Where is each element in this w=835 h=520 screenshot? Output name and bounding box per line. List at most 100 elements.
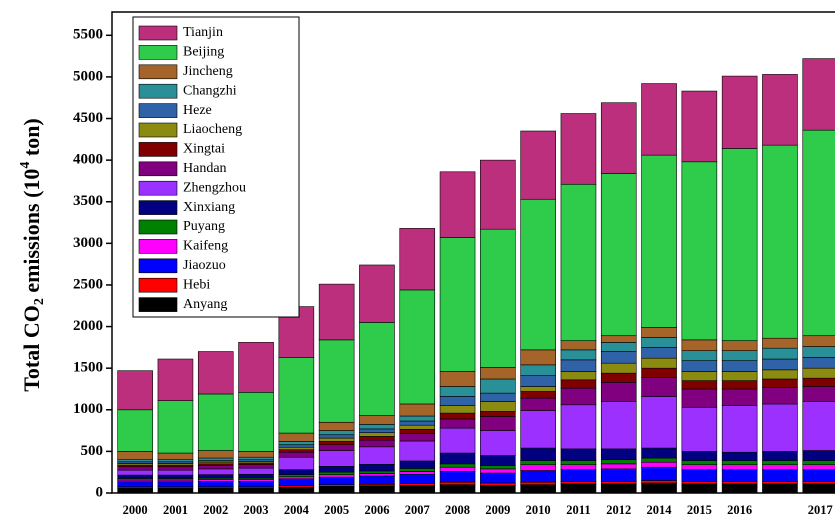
bar-segment <box>762 369 798 380</box>
bar-segment <box>520 410 556 449</box>
bar-segment <box>681 339 718 351</box>
y-tick-label: 4000 <box>73 152 103 168</box>
bar-segment <box>359 463 395 472</box>
bar-segment <box>681 483 718 494</box>
bar-segment <box>600 448 637 461</box>
bar-segment <box>480 416 516 431</box>
bar-segment <box>681 469 718 482</box>
bar-segment <box>157 358 194 401</box>
bar-segment <box>520 481 556 485</box>
legend-label: Hebi <box>183 277 210 292</box>
x-tick-label: 2016 <box>727 503 752 517</box>
x-tick-label: 2005 <box>324 503 349 517</box>
bar-segment <box>721 75 758 149</box>
bar-segment <box>681 464 718 470</box>
bar-segment <box>480 392 516 402</box>
bar-segment <box>117 459 153 463</box>
legend-swatch <box>138 219 178 235</box>
bar-segment <box>318 466 355 473</box>
bar-segment <box>600 173 637 337</box>
bar-segment <box>399 473 436 484</box>
legend-swatch <box>138 297 178 312</box>
bar-segment <box>480 159 516 230</box>
y-tick-label: 0 <box>96 484 104 500</box>
bar-segment <box>278 456 315 470</box>
bar-segment <box>681 371 718 381</box>
bar-segment <box>721 483 758 494</box>
y-tick-label: 3500 <box>73 193 103 209</box>
bar-segment <box>318 486 355 494</box>
x-tick-label: 2009 <box>485 503 510 517</box>
bar-segment <box>802 460 835 466</box>
bar-segment <box>197 481 234 488</box>
bar-segment <box>600 342 637 352</box>
bar-segment <box>802 401 835 451</box>
bar-segment <box>641 466 677 481</box>
y-title-part: emissions (10 <box>19 169 44 299</box>
bar-segment <box>600 401 637 450</box>
x-tick-label: 2003 <box>244 503 269 517</box>
bar-segment <box>641 461 677 468</box>
bar-segment <box>600 481 637 485</box>
legend-label: Tianjin <box>183 25 223 40</box>
y-tick-label: 500 <box>81 443 104 459</box>
bar-segment <box>278 486 315 494</box>
bar-segment <box>439 412 476 420</box>
bar-segment <box>480 430 516 456</box>
bar-segment <box>117 466 153 471</box>
bar-segment <box>681 460 718 466</box>
y-tick-label: 5500 <box>73 27 103 43</box>
bar-segment <box>802 464 835 470</box>
bar-segment <box>399 471 436 475</box>
x-tick-label: 2004 <box>284 503 310 517</box>
bar-segment <box>480 401 516 412</box>
bar-segment <box>802 469 835 482</box>
bar-segment <box>117 474 153 479</box>
bar-segment <box>439 418 476 429</box>
bar-segment <box>560 359 597 372</box>
bar-segment <box>762 403 798 452</box>
bar-segment <box>762 387 798 405</box>
legend-label: Handan <box>183 161 227 176</box>
bar-segment <box>802 386 835 402</box>
bar-segment <box>802 357 835 369</box>
bar-segment <box>480 485 516 494</box>
legend-swatch <box>138 180 178 196</box>
bar-segment <box>641 457 677 463</box>
bar-segment <box>762 347 798 360</box>
y-tick-label: 2000 <box>73 318 103 334</box>
bar-segment <box>681 350 718 361</box>
bar-segment <box>600 351 637 364</box>
bar-segment <box>480 472 516 484</box>
y-title-sub: 2 <box>32 298 47 305</box>
bar-segment <box>520 198 556 351</box>
bar-segment <box>802 346 835 358</box>
bar-segment <box>117 409 153 452</box>
bar-segment <box>278 478 315 486</box>
bar-segment <box>520 364 556 376</box>
legend-swatch <box>138 200 178 215</box>
bar-segment <box>560 464 597 470</box>
legend-label: Liaocheng <box>183 122 242 137</box>
bar-segment <box>520 349 556 366</box>
bar-segment <box>681 406 718 452</box>
bar-segment <box>641 337 677 348</box>
bar-segment <box>721 460 758 466</box>
bar-segment <box>641 327 677 338</box>
bar-segment <box>681 388 718 408</box>
bar-segment <box>197 468 234 475</box>
y-tick-label: 3000 <box>73 235 103 251</box>
bar-segment <box>238 456 274 461</box>
bar-segment <box>318 421 355 431</box>
bar-segment <box>439 405 476 414</box>
bar-segment <box>359 424 395 430</box>
bar-segment <box>439 371 476 387</box>
bar-segment <box>157 400 194 454</box>
bar-segment <box>197 457 234 461</box>
bar-segment <box>480 482 516 486</box>
legend-label: Xinxiang <box>183 200 235 215</box>
bar-segment <box>480 455 516 466</box>
bar-segment <box>600 463 637 470</box>
bar-segment <box>439 466 476 472</box>
bar-segment <box>762 144 798 339</box>
